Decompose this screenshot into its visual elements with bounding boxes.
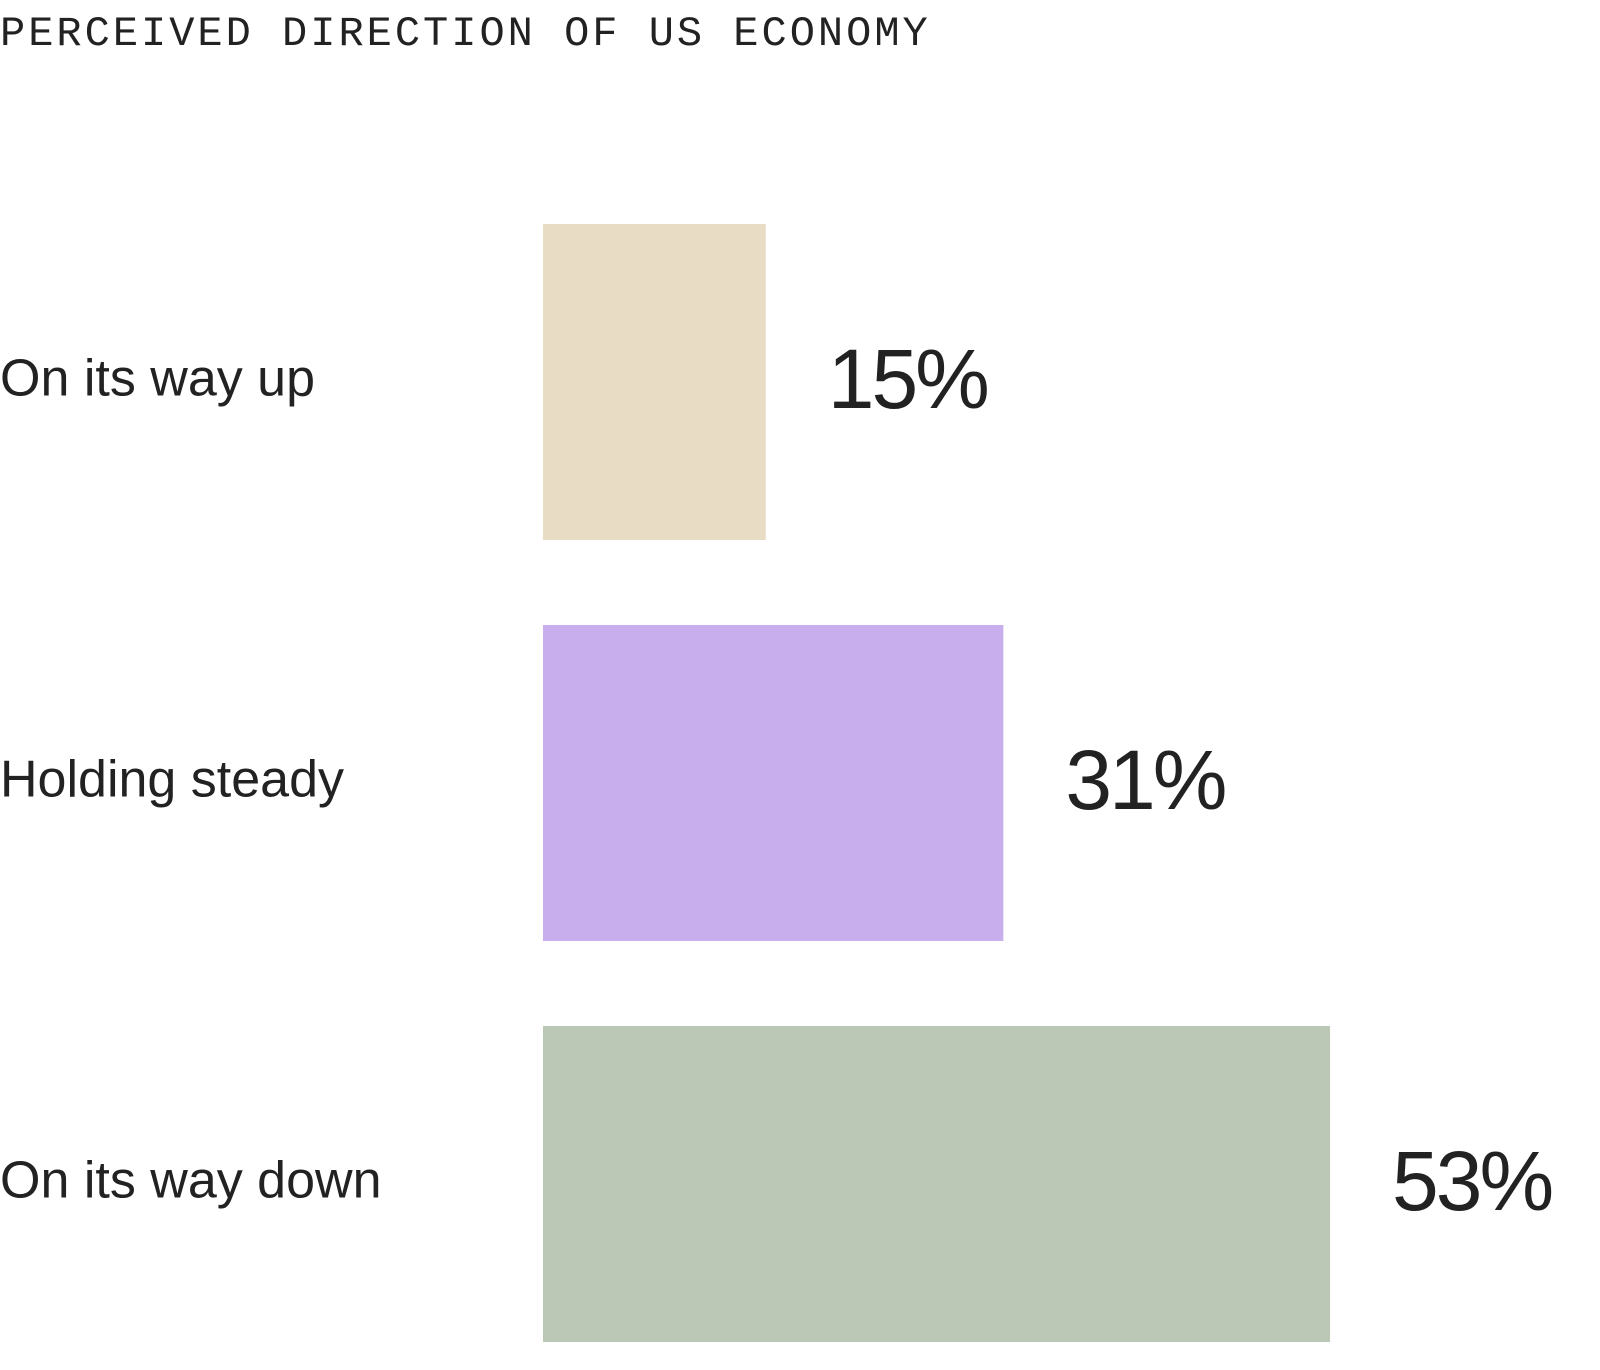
bar: [543, 224, 766, 540]
category-label: On its way up: [0, 350, 315, 408]
value-label: 15%: [828, 332, 987, 426]
value-label: 53%: [1392, 1134, 1551, 1228]
bar: [543, 1026, 1331, 1342]
category-label: On its way down: [0, 1152, 382, 1210]
value-label: 31%: [1065, 733, 1224, 827]
chart-title: PERCEIVED DIRECTION OF US ECONOMY: [0, 10, 931, 58]
category-label: Holding steady: [0, 751, 344, 809]
bar: [543, 625, 1004, 941]
